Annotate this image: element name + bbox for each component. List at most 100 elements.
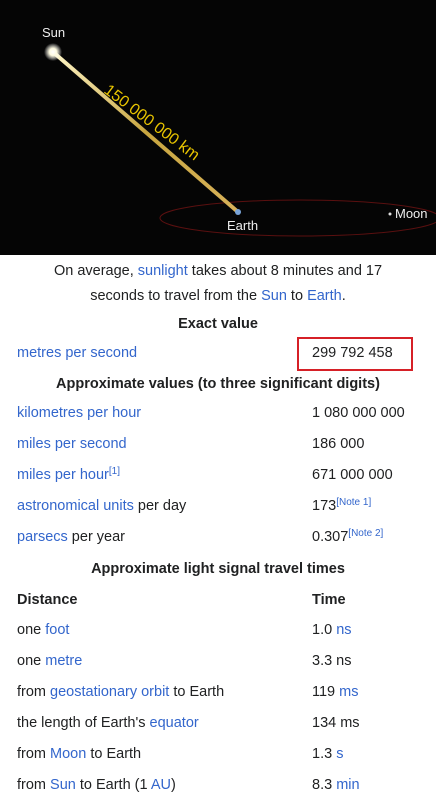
text: 1 080 000 000 bbox=[312, 405, 405, 421]
link[interactable]: Sun bbox=[261, 288, 287, 304]
text: per day bbox=[134, 498, 186, 514]
sun-earth-image: Sun 150 000 000 km Earth Moon bbox=[0, 0, 436, 255]
link[interactable]: AU bbox=[151, 777, 171, 793]
text: 671 000 000 bbox=[312, 467, 393, 483]
link[interactable]: miles per second bbox=[17, 436, 127, 452]
link[interactable]: [Note 1] bbox=[336, 497, 371, 508]
text: ) bbox=[171, 777, 176, 793]
link[interactable]: ns bbox=[336, 622, 351, 638]
text: 1.0 bbox=[312, 622, 336, 638]
moon-label: Moon bbox=[395, 206, 428, 221]
row-value: 1.0 ns bbox=[312, 615, 352, 646]
text: to Earth bbox=[169, 684, 224, 700]
section-heading: Approximate light signal travel times bbox=[0, 553, 436, 585]
section-heading: Approximate values (to three significant… bbox=[0, 369, 436, 398]
text: 1.3 bbox=[312, 746, 336, 762]
row-value: 671 000 000 bbox=[312, 460, 393, 491]
table-row: one metre 3.3 ns bbox=[0, 646, 436, 677]
text: 8.3 bbox=[312, 777, 336, 793]
row-value: 1.3 s bbox=[312, 739, 343, 770]
text: 186 000 bbox=[312, 436, 364, 452]
text: 299 792 458 bbox=[312, 345, 393, 361]
row-label: miles per second bbox=[17, 429, 127, 460]
link[interactable]: metres per second bbox=[17, 345, 137, 361]
earth-label: Earth bbox=[227, 218, 258, 233]
table-row: from Moon to Earth 1.3 s bbox=[0, 739, 436, 770]
table-row: one foot 1.0 ns bbox=[0, 615, 436, 646]
table-row: parsecs per year 0.307[Note 2] bbox=[0, 522, 436, 553]
text: the length of Earth's bbox=[17, 715, 150, 731]
table-row: metres per second 299 792 458 bbox=[0, 338, 436, 369]
text: from bbox=[17, 684, 50, 700]
row-value: 173[Note 1] bbox=[312, 491, 371, 522]
text: 119 bbox=[312, 684, 339, 700]
column-title: Time bbox=[312, 585, 346, 615]
row-value: 186 000 bbox=[312, 429, 364, 460]
link[interactable]: metre bbox=[45, 653, 82, 669]
text: 3.3 ns bbox=[312, 653, 352, 669]
table-row: astronomical units per day 173[Note 1] bbox=[0, 491, 436, 522]
link[interactable]: parsecs bbox=[17, 529, 68, 545]
text: from bbox=[17, 777, 50, 793]
sun-label: Sun bbox=[42, 25, 65, 40]
text: one bbox=[17, 653, 45, 669]
infobox: On average, sunlight takes about 8 minut… bbox=[0, 255, 436, 801]
link[interactable]: Moon bbox=[50, 746, 86, 762]
travel-rows: one foot 1.0 ns one metre 3.3 ns from geosta… bbox=[0, 615, 436, 801]
row-value: 134 ms bbox=[312, 708, 360, 739]
column-header: Distance Time bbox=[0, 585, 436, 615]
row-label: parsecs per year bbox=[17, 522, 125, 553]
link[interactable]: s bbox=[336, 746, 343, 762]
text: 173 bbox=[312, 498, 336, 514]
row-label: kilometres per hour bbox=[17, 398, 141, 429]
table-row: miles per second 186 000 bbox=[0, 429, 436, 460]
link[interactable]: Earth bbox=[307, 288, 342, 304]
text: to bbox=[287, 288, 307, 304]
link[interactable]: [1] bbox=[109, 466, 120, 477]
row-label: astronomical units per day bbox=[17, 491, 186, 522]
table-row: from geostationary orbit to Earth 119 ms bbox=[0, 677, 436, 708]
table-row: from Sun to Earth (1 AU) 8.3 min bbox=[0, 770, 436, 801]
link[interactable]: equator bbox=[150, 715, 199, 731]
text: per year bbox=[68, 529, 125, 545]
row-label: from geostationary orbit to Earth bbox=[17, 677, 224, 708]
row-value: 1 080 000 000 bbox=[312, 398, 405, 429]
caption: On average, sunlight takes about 8 minut… bbox=[0, 255, 436, 310]
column-title: Distance bbox=[17, 585, 77, 615]
link[interactable]: sunlight bbox=[138, 263, 188, 279]
text: to Earth (1 bbox=[76, 777, 151, 793]
link[interactable]: miles per hour bbox=[17, 467, 109, 483]
row-value: 119 ms bbox=[312, 677, 359, 708]
row-value: 3.3 ns bbox=[312, 646, 352, 677]
row-label: metres per second bbox=[17, 338, 137, 369]
exact-rows: metres per second 299 792 458 bbox=[0, 338, 436, 369]
link[interactable]: astronomical units bbox=[17, 498, 134, 514]
row-label: one foot bbox=[17, 615, 69, 646]
link[interactable]: kilometres per hour bbox=[17, 405, 141, 421]
link[interactable]: ms bbox=[339, 684, 358, 700]
link[interactable]: foot bbox=[45, 622, 69, 638]
table-row: kilometres per hour 1 080 000 000 bbox=[0, 398, 436, 429]
link[interactable]: [Note 2] bbox=[348, 528, 383, 539]
text: On average, bbox=[54, 263, 138, 279]
page: Sun 150 000 000 km Earth Moon On average… bbox=[0, 0, 436, 802]
text: from bbox=[17, 746, 50, 762]
link[interactable]: min bbox=[336, 777, 359, 793]
text: 134 ms bbox=[312, 715, 360, 731]
row-value: 0.307[Note 2] bbox=[312, 522, 383, 553]
text: 0.307 bbox=[312, 529, 348, 545]
link[interactable]: geostationary orbit bbox=[50, 684, 169, 700]
section-heading: Exact value bbox=[0, 310, 436, 338]
approx-rows: kilometres per hour 1 080 000 000 miles pe… bbox=[0, 398, 436, 553]
row-label: one metre bbox=[17, 646, 82, 677]
row-value: 8.3 min bbox=[312, 770, 360, 801]
row-label: from Sun to Earth (1 AU) bbox=[17, 770, 176, 801]
row-label: miles per hour[1] bbox=[17, 460, 120, 491]
text: . bbox=[342, 288, 346, 304]
table-row: the length of Earth's equator 134 ms bbox=[0, 708, 436, 739]
table-row: miles per hour[1] 671 000 000 bbox=[0, 460, 436, 491]
link[interactable]: Sun bbox=[50, 777, 76, 793]
row-label: from Moon to Earth bbox=[17, 739, 141, 770]
text: to Earth bbox=[86, 746, 141, 762]
row-label: the length of Earth's equator bbox=[17, 708, 199, 739]
